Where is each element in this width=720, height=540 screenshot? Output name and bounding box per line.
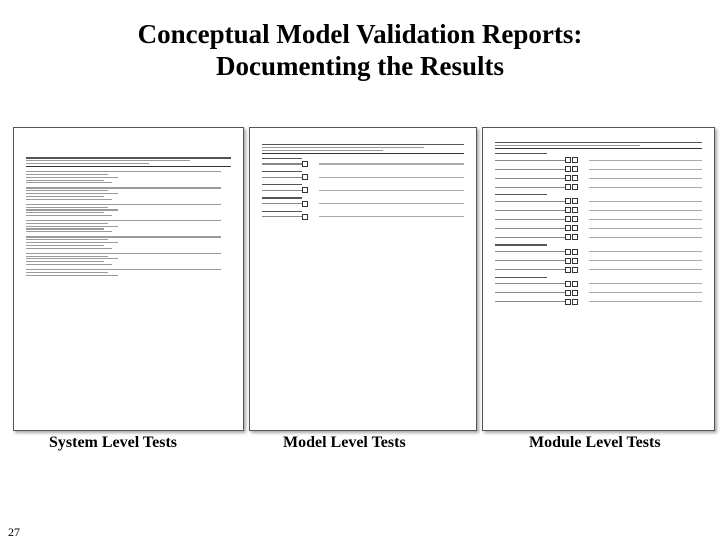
slide-title: Conceptual Model Validation Reports: Doc… bbox=[0, 18, 720, 82]
checkbox-icon bbox=[302, 187, 308, 194]
slide-title-line-2: Documenting the Results bbox=[216, 51, 504, 81]
system-test-block-5 bbox=[26, 236, 231, 249]
module-group-2 bbox=[495, 194, 702, 196]
system-level-report-thumbnail bbox=[13, 127, 244, 431]
checkbox-icon bbox=[302, 160, 308, 167]
slide-title-line-1: Conceptual Model Validation Reports: bbox=[137, 19, 583, 49]
page-number: 27 bbox=[8, 525, 20, 539]
model-level-report-thumbnail bbox=[249, 127, 477, 431]
system-level-tests-caption: System Level Tests bbox=[49, 434, 177, 451]
model-row-2 bbox=[262, 170, 464, 181]
system-test-block-2 bbox=[26, 187, 231, 200]
module-group-4 bbox=[495, 276, 702, 278]
model-row-1 bbox=[262, 157, 464, 167]
module-group-1 bbox=[495, 152, 702, 155]
module-group-3 bbox=[495, 244, 702, 246]
model-row-3 bbox=[262, 184, 464, 194]
module-level-tests-caption: Module Level Tests bbox=[529, 434, 661, 451]
system-test-block-4 bbox=[26, 220, 231, 233]
system-test-block-6 bbox=[26, 252, 231, 266]
system-test-block-3 bbox=[26, 203, 231, 217]
module-level-report-thumbnail bbox=[482, 127, 715, 431]
checkbox-icon bbox=[302, 200, 308, 207]
checkbox-icon bbox=[302, 213, 308, 220]
system-test-block-7 bbox=[26, 269, 231, 276]
system-test-block-1 bbox=[26, 171, 231, 184]
model-row-5 bbox=[262, 210, 464, 220]
checkbox-icon bbox=[302, 174, 308, 181]
model-level-tests-caption: Model Level Tests bbox=[283, 434, 406, 451]
model-row-4 bbox=[262, 197, 464, 207]
report-heading-placeholder bbox=[14, 138, 243, 143]
